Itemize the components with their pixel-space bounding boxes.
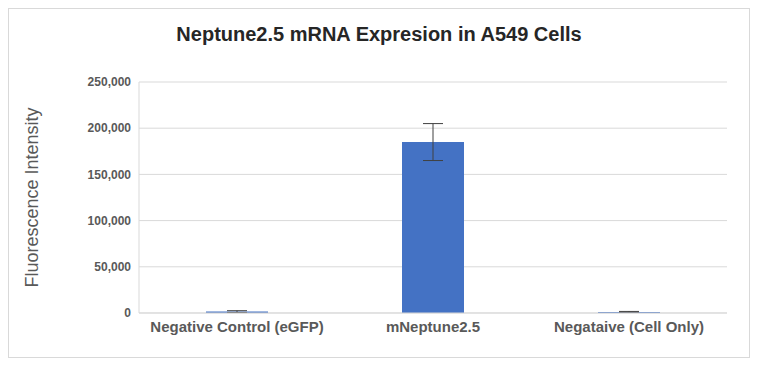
svg-text:Fluorescence Intensity: Fluorescence Intensity bbox=[22, 107, 42, 287]
svg-text:Negative Control (eGFP): Negative Control (eGFP) bbox=[150, 318, 323, 335]
svg-text:150,000: 150,000 bbox=[88, 168, 132, 182]
svg-text:100,000: 100,000 bbox=[88, 214, 132, 228]
svg-text:mNeptune2.5: mNeptune2.5 bbox=[386, 318, 480, 335]
svg-text:0: 0 bbox=[124, 306, 131, 320]
svg-text:250,000: 250,000 bbox=[88, 75, 132, 89]
html-text:Neptune2.5 mRNA Expresion in A: Neptune2.5 mRNA Expresion in A549 Cells bbox=[176, 23, 582, 45]
svg-text:50,000: 50,000 bbox=[94, 260, 131, 274]
svg-text:200,000: 200,000 bbox=[88, 121, 132, 135]
svg-text:Negataive (Cell Only): Negataive (Cell Only) bbox=[554, 318, 704, 335]
